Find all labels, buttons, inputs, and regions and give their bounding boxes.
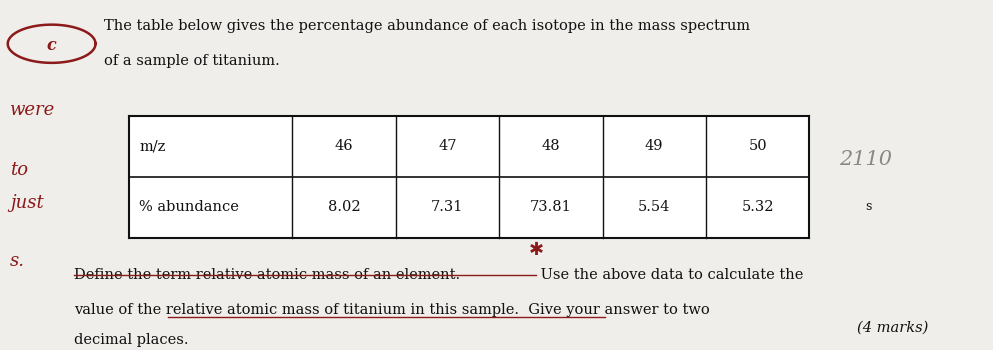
- Text: 5.54: 5.54: [638, 200, 670, 214]
- Text: 49: 49: [645, 139, 663, 153]
- Text: just: just: [10, 194, 44, 212]
- Text: 7.31: 7.31: [431, 200, 464, 214]
- Text: value of the relative atomic mass of titanium in this sample.  Give your answer : value of the relative atomic mass of tit…: [74, 303, 710, 317]
- Text: (4 marks): (4 marks): [857, 320, 928, 334]
- Text: 46: 46: [335, 139, 354, 153]
- Text: 48: 48: [541, 139, 560, 153]
- Text: 73.81: 73.81: [530, 200, 572, 214]
- Text: were: were: [10, 101, 56, 119]
- Text: 5.32: 5.32: [742, 200, 774, 214]
- Text: Use the above data to calculate the: Use the above data to calculate the: [536, 268, 803, 282]
- Text: 47: 47: [438, 139, 457, 153]
- Text: 2110: 2110: [839, 150, 892, 169]
- Text: s: s: [866, 200, 872, 213]
- Text: Define the term relative atomic mass of an element.: Define the term relative atomic mass of …: [74, 268, 461, 282]
- Text: c: c: [47, 37, 57, 54]
- Text: s.: s.: [10, 252, 25, 270]
- Text: to: to: [10, 161, 28, 179]
- Text: 8.02: 8.02: [328, 200, 360, 214]
- Text: % abundance: % abundance: [139, 200, 239, 214]
- Text: of a sample of titanium.: of a sample of titanium.: [104, 54, 280, 68]
- Text: decimal places.: decimal places.: [74, 333, 189, 347]
- Text: The table below gives the percentage abundance of each isotope in the mass spect: The table below gives the percentage abu…: [104, 19, 751, 33]
- Bar: [129, 116, 809, 238]
- Text: m/z: m/z: [139, 139, 166, 153]
- Text: ✱: ✱: [528, 241, 544, 259]
- Text: 50: 50: [749, 139, 767, 153]
